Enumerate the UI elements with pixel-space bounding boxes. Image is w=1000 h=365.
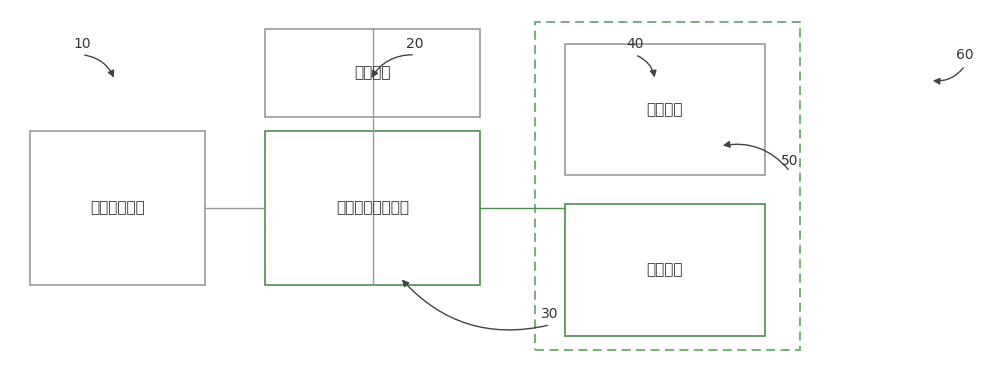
- Text: 40: 40: [626, 37, 644, 51]
- Text: 图像播放处理单元: 图像播放处理单元: [336, 200, 409, 216]
- Text: 分光单元: 分光单元: [647, 102, 683, 117]
- Bar: [565, 204, 765, 336]
- Text: 跟踪设备: 跟踪设备: [354, 65, 391, 81]
- Text: 10: 10: [73, 37, 91, 51]
- Bar: [265, 29, 480, 117]
- Text: 显示单元: 显示单元: [647, 262, 683, 278]
- Bar: [565, 44, 765, 175]
- Text: 20: 20: [406, 37, 424, 51]
- Text: 50: 50: [781, 154, 799, 168]
- Bar: [535, 22, 800, 350]
- Bar: [30, 131, 205, 285]
- Text: 30: 30: [541, 307, 559, 321]
- Text: 图像拍摄单元: 图像拍摄单元: [90, 200, 145, 216]
- Bar: [265, 131, 480, 285]
- Text: 60: 60: [956, 48, 974, 62]
